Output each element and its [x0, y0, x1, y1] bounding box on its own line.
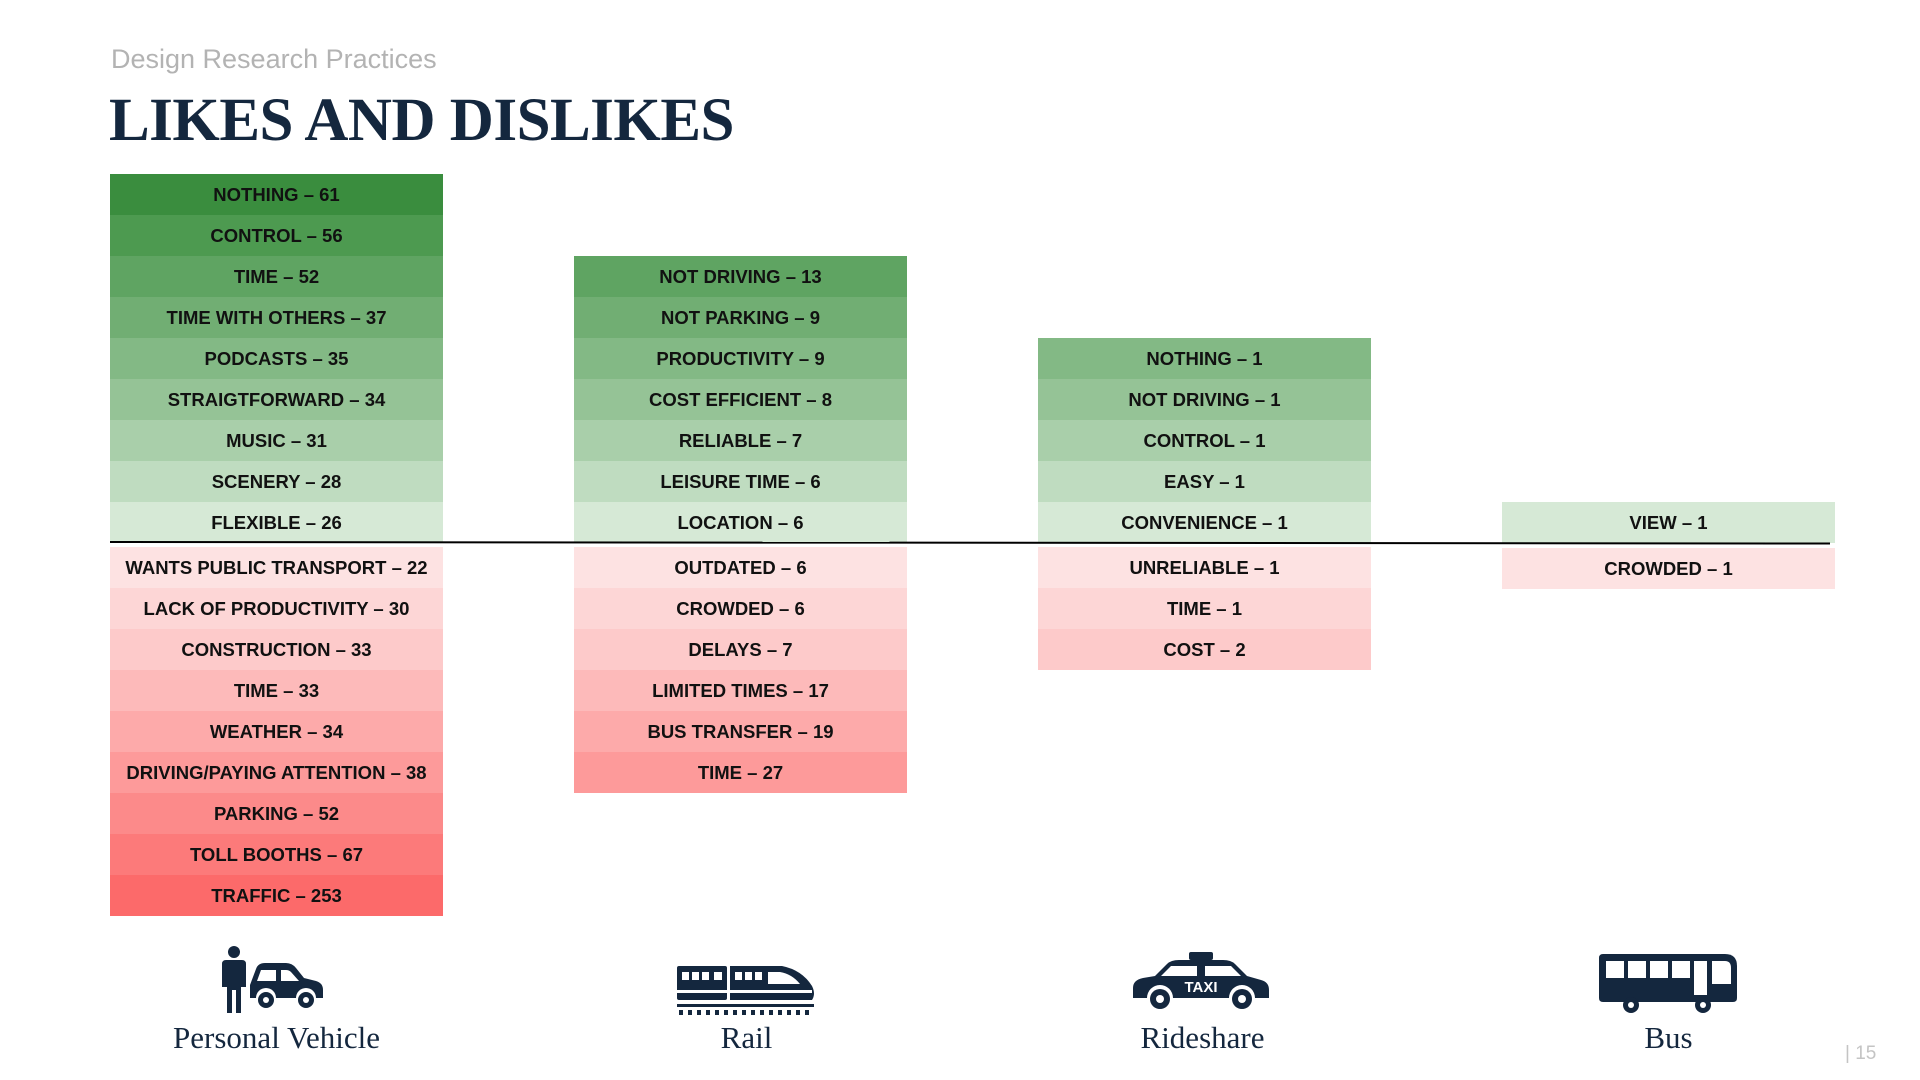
mode-label-rideshare: Rideshare — [1140, 1020, 1265, 1055]
like-cell: RELIABLE – 7 — [574, 420, 907, 461]
like-cell: PRODUCTIVITY – 9 — [574, 338, 907, 379]
dislike-cell: CROWDED – 6 — [574, 588, 907, 629]
like-cell: VIEW – 1 — [1502, 502, 1835, 543]
person-with-car-icon — [222, 946, 323, 1013]
like-cell: NOTHING – 61 — [110, 174, 443, 215]
mode-label-personal-vehicle: Personal Vehicle — [173, 1020, 380, 1055]
dislike-cell: UNRELIABLE – 1 — [1038, 547, 1371, 588]
dislike-cell: CROWDED – 1 — [1502, 548, 1835, 589]
like-cell: LEISURE TIME – 6 — [574, 461, 907, 502]
like-cell: NOT PARKING – 9 — [574, 297, 907, 338]
subtitle: Design Research Practices — [111, 44, 437, 74]
like-cell: CONTROL – 56 — [110, 215, 443, 256]
like-cell: TIME WITH OTHERS – 37 — [110, 297, 443, 338]
dislike-cell: DRIVING/PAYING ATTENTION – 38 — [110, 752, 443, 793]
like-cell: MUSIC – 31 — [110, 420, 443, 461]
dislike-cell: TIME – 33 — [110, 670, 443, 711]
like-cell: SCENERY – 28 — [110, 461, 443, 502]
dislike-cell: TOLL BOOTHS – 67 — [110, 834, 443, 875]
dislike-cell: CONSTRUCTION – 33 — [110, 629, 443, 670]
page-title: LIKES AND DISLIKES — [109, 87, 734, 154]
like-cell: COST EFFICIENT – 8 — [574, 379, 907, 420]
dislike-cell: TIME – 27 — [574, 752, 907, 793]
dislike-cell: TRAFFIC – 253 — [110, 875, 443, 916]
like-cell: NOTHING – 1 — [1038, 338, 1371, 379]
like-cell: LOCATION – 6 — [574, 502, 907, 543]
dislike-cell: OUTDATED – 6 — [574, 547, 907, 588]
like-cell: NOT DRIVING – 13 — [574, 256, 907, 297]
like-cell: PODCASTS – 35 — [110, 338, 443, 379]
dislike-cell: LACK OF PRODUCTIVITY – 30 — [110, 588, 443, 629]
like-cell: FLEXIBLE – 26 — [110, 502, 443, 543]
mode-label-rail: Rail — [720, 1020, 773, 1055]
taxi-icon: TAXI — [1133, 952, 1269, 1009]
dislike-cell: WEATHER – 34 — [110, 711, 443, 752]
dislike-cell: BUS TRANSFER – 19 — [574, 711, 907, 752]
like-cell: NOT DRIVING – 1 — [1038, 379, 1371, 420]
like-cell: TIME – 52 — [110, 256, 443, 297]
train-icon — [677, 966, 814, 1015]
dislike-cell: DELAYS – 7 — [574, 629, 907, 670]
dislike-cell: WANTS PUBLIC TRANSPORT – 22 — [110, 547, 443, 588]
dislike-cell: TIME – 1 — [1038, 588, 1371, 629]
like-cell: STRAIGTFORWARD – 34 — [110, 379, 443, 420]
dislike-cell: COST – 2 — [1038, 629, 1371, 670]
dislike-cell: PARKING – 52 — [110, 793, 443, 834]
likes-dislikes-divider — [109, 541, 1831, 545]
dislike-cell: LIMITED TIMES – 17 — [574, 670, 907, 711]
page-number: | 15 — [1845, 1043, 1877, 1064]
like-cell: CONVENIENCE – 1 — [1038, 502, 1371, 543]
svg-text:TAXI: TAXI — [1184, 979, 1217, 996]
mode-label-bus: Bus — [1644, 1020, 1693, 1055]
like-cell: CONTROL – 1 — [1038, 420, 1371, 461]
like-cell: EASY – 1 — [1038, 461, 1371, 502]
bus-icon — [1599, 954, 1737, 1013]
